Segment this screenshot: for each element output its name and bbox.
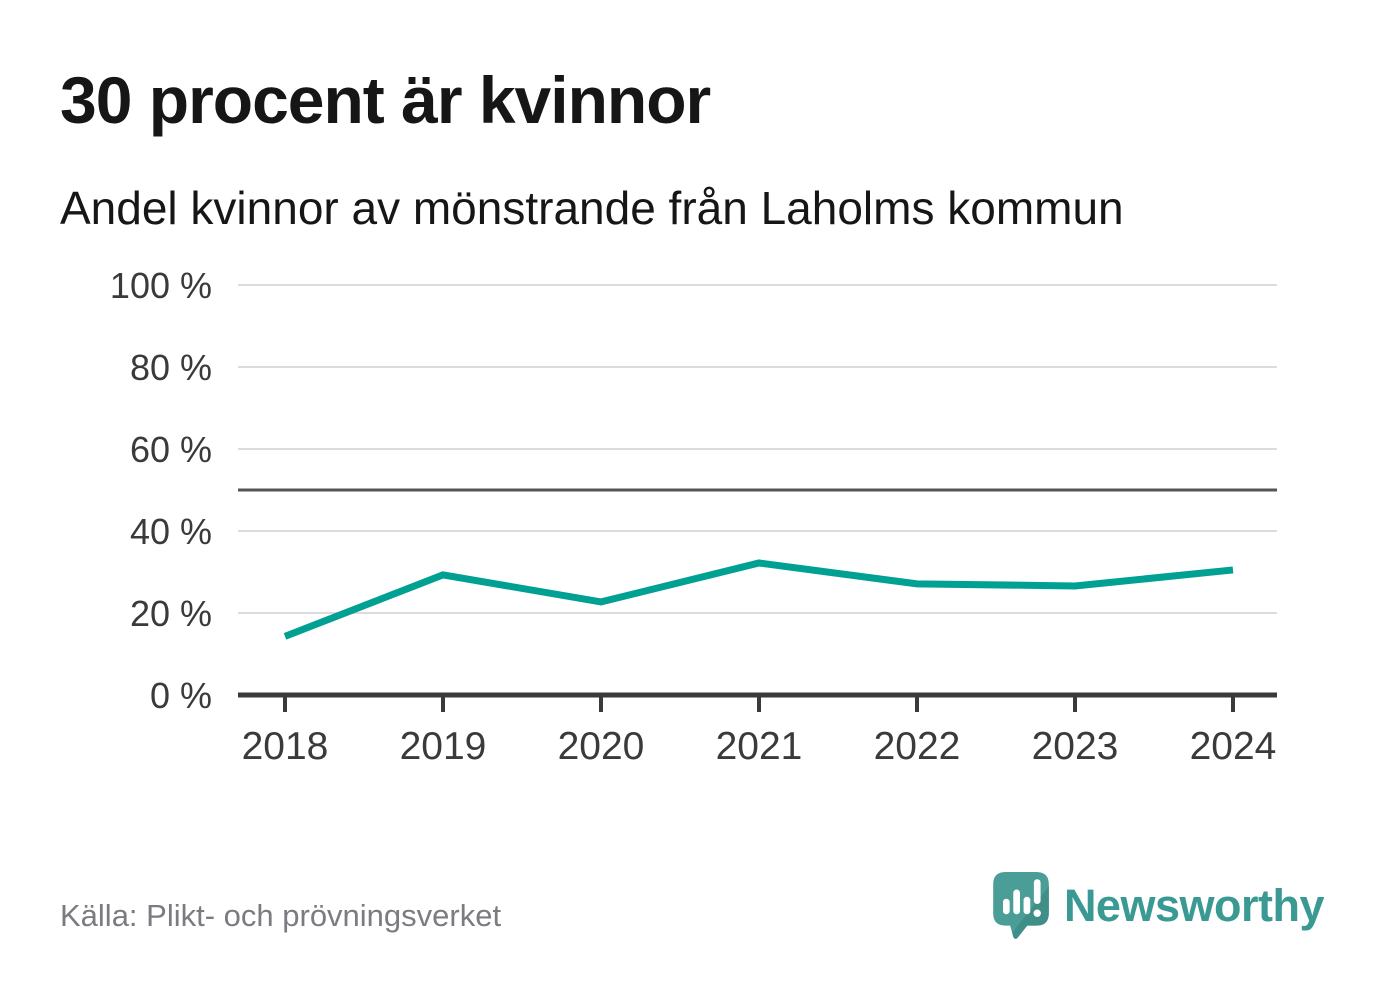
svg-text:0 %: 0 % (150, 675, 212, 716)
svg-text:20 %: 20 % (130, 593, 212, 634)
svg-text:2022: 2022 (874, 725, 961, 768)
chart-subtitle: Andel kvinnor av mönstrande från Laholms… (60, 182, 1124, 234)
svg-text:2018: 2018 (242, 725, 329, 768)
svg-text:2021: 2021 (716, 725, 803, 768)
brand-footer: Newsworthy (993, 872, 1325, 940)
svg-text:80 %: 80 % (130, 347, 212, 388)
svg-text:2020: 2020 (558, 725, 645, 768)
svg-text:2019: 2019 (400, 725, 487, 768)
brand-name: Newsworthy (1063, 880, 1325, 931)
svg-text:40 %: 40 % (130, 511, 212, 552)
svg-text:60 %: 60 % (130, 429, 212, 470)
svg-text:100 %: 100 % (110, 265, 212, 306)
chart-title: 30 procent är kvinnor (60, 63, 711, 137)
newsworthy-logo-icon (993, 872, 1049, 939)
source-note: Källa: Plikt- och prövningsverket (60, 898, 502, 933)
svg-text:2024: 2024 (1190, 725, 1277, 768)
svg-text:2023: 2023 (1032, 725, 1119, 768)
